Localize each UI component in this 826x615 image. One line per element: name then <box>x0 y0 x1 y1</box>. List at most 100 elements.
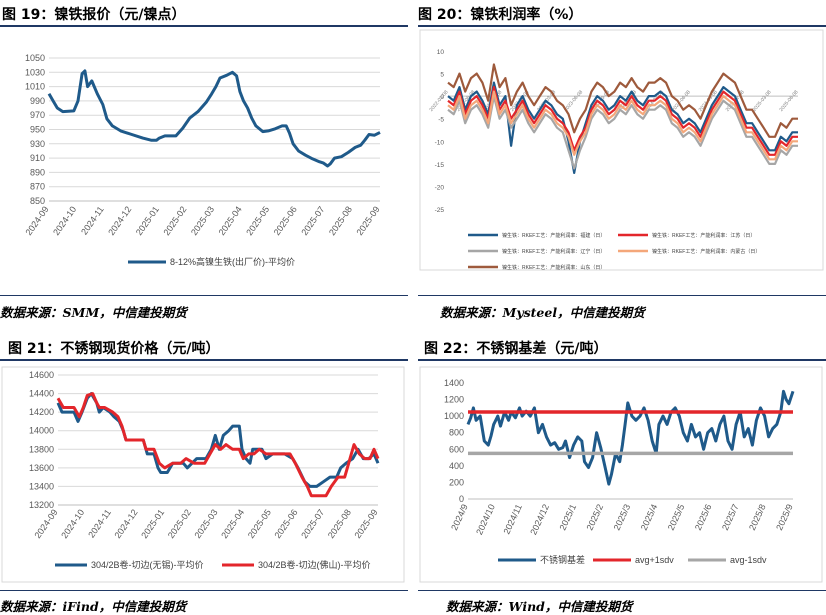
fig22-xtick-label: 2025/5 <box>666 503 687 532</box>
fig19-xtick-label: 2024-11 <box>79 204 106 236</box>
fig22-legend-label-1: avg+1sdv <box>635 555 674 565</box>
fig22-ytick-label: 400 <box>449 461 464 471</box>
fig21-xtick-label: 2024-12 <box>113 507 140 540</box>
fig20-source: 数据来源：Mysteel，中信建投期货 <box>440 305 645 320</box>
fig20-xtick-label: 2024-06-08 <box>671 89 692 113</box>
fig19-ytick-label: 970 <box>30 110 45 120</box>
fig20-ytick-label: -5 <box>438 117 444 124</box>
fig20-xtick-label: 2022-03-08 <box>428 89 449 113</box>
fig22-ytick-label: 200 <box>449 477 464 487</box>
fig21-ytick-label: 13400 <box>29 481 54 491</box>
fig20-ytick-label: 10 <box>437 49 445 56</box>
fig22-xtick-label: 2024/11 <box>501 503 524 536</box>
fig19-ytick-label: 950 <box>30 125 45 135</box>
fig22-bottom-rule <box>418 590 826 591</box>
fig22-series-line-0 <box>466 389 795 486</box>
fig20-ytick-label: -25 <box>435 207 445 214</box>
fig20-title: 图 20：镍铁利润率（%） <box>418 7 583 23</box>
fig21-xtick-label: 2025-05 <box>246 507 273 540</box>
fig22-legend-label-0: 不锈钢基差 <box>540 554 585 565</box>
fig19-chart: 850 870 890 910 930 950 970 990 1010 1030 1050 2024… <box>24 53 382 267</box>
fig20-rule <box>418 25 826 27</box>
fig21-chart: 13200 13400 13600 13800 14000 14200 14400 14600… <box>1 366 405 583</box>
fig21-xtick-label: 2024-09 <box>33 507 60 540</box>
fig19-ytick-label: 890 <box>30 167 45 177</box>
fig19-xtick-label: 2025-01 <box>134 204 161 237</box>
fig22-ytick-label: 1400 <box>444 378 464 388</box>
fig22-xtick-label: 2025/6 <box>693 503 714 532</box>
fig19-rule <box>0 25 408 27</box>
fig20-ytick-label: 5 <box>440 72 444 79</box>
fig22-xtick-label: 2025/8 <box>747 503 768 532</box>
fig20-legend-label-1: 镍生铁：RKEF工艺：产能利润率：江苏（日） <box>652 232 755 239</box>
fig19-ytick-label: 1050 <box>25 53 45 63</box>
fig19-xtick-label: 2025-04 <box>217 204 244 237</box>
fig20-ytick-label: -20 <box>435 184 445 191</box>
fig22-xtick-label: 2025/1 <box>557 503 578 532</box>
fig21-xtick-label: 2025-03 <box>193 507 220 540</box>
fig19-xtick-label: 2024-09 <box>24 204 51 237</box>
fig21-xtick-label: 2025-06 <box>273 507 300 540</box>
fig22-legend-label-2: avg-1sdv <box>730 555 767 565</box>
fig19-xtick-label: 2025-08 <box>327 204 354 237</box>
fig22-source: 数据来源：Wind，中信建投期货 <box>446 599 633 614</box>
fig21-ytick-label: 13800 <box>29 444 54 454</box>
fig22-frame <box>419 366 823 583</box>
fig21-xtick-label: 2024-11 <box>86 507 113 539</box>
fig21-ytick-label: 13600 <box>29 463 54 473</box>
fig21-xtick-label: 2025-09 <box>353 507 380 540</box>
fig21-ytick-label: 14200 <box>29 407 54 417</box>
fig20-bottom-rule <box>418 295 826 296</box>
fig21-ytick-label: 14600 <box>29 370 54 380</box>
fig22-xtick-label: 2025/3 <box>612 503 633 532</box>
fig20-series-line-2 <box>447 95 798 170</box>
fig19-xtick-label: 2025-05 <box>244 204 271 237</box>
fig22-xtick-label: 2025/7 <box>720 503 741 532</box>
fig19-xtick-label: 2025-07 <box>299 204 326 237</box>
fig20-xtick-label: 2025-03-08 <box>752 89 773 113</box>
fig21-title: 图 21：不锈钢现货价格（元/吨） <box>8 341 220 357</box>
fig21-legend-label-0: 304/2B卷-切边(无锡)-平均价 <box>91 559 204 570</box>
fig20-series-line-4 <box>447 63 798 138</box>
fig20-ytick-label: -15 <box>435 162 445 169</box>
fig21-frame <box>1 366 405 583</box>
fig22-rule <box>418 359 826 361</box>
fig22-xtick-label: 2024/9 <box>449 503 470 532</box>
fig19-legend-label-0: 8-12%高镍生铁(出厂价)-平均价 <box>170 256 295 267</box>
fig22-ytick-label: 1000 <box>444 411 464 421</box>
fig20-ytick-label: 0 <box>440 94 444 101</box>
fig21-bottom-rule <box>0 590 408 591</box>
fig19-xtick-label: 2025-06 <box>272 204 299 237</box>
fig19-ytick-label: 990 <box>30 96 45 106</box>
fig19-ytick-label: 910 <box>30 153 45 163</box>
fig19-xtick-label: 2024-12 <box>106 204 133 237</box>
fig19-xtick-label: 2025-03 <box>189 204 216 237</box>
fig19-ytick-label: 930 <box>30 139 45 149</box>
fig21-rule <box>0 359 408 361</box>
fig20-legend-label-3: 镍生铁：RKEF工艺：产能利润率：内蒙古（日） <box>652 248 760 255</box>
fig22-ytick-label: 0 <box>459 494 464 504</box>
fig21-xtick-label: 2025-01 <box>139 507 166 540</box>
fig22-ytick-label: 1200 <box>444 395 464 405</box>
fig21-xtick-label: 2025-08 <box>326 507 353 540</box>
fig19-ytick-label: 1030 <box>25 67 45 77</box>
fig21-xtick-label: 2025-07 <box>299 507 326 540</box>
fig20-legend-label-2: 镍生铁：RKEF工艺：产能利润率：辽宁（日） <box>502 248 605 255</box>
fig22-xtick-label: 2024/12 <box>528 503 551 537</box>
fig21-series-line-1 <box>56 392 380 498</box>
fig22-ytick-label: 800 <box>449 428 464 438</box>
fig19-series-line-0 <box>47 69 381 168</box>
fig22-title: 图 22：不锈钢基差（元/吨） <box>424 341 608 357</box>
fig19-ytick-label: 850 <box>30 196 45 206</box>
fig20-frame <box>419 29 824 271</box>
fig21-ytick-label: 14000 <box>29 426 54 436</box>
fig22-xtick-label: 2025/4 <box>639 503 660 532</box>
fig19-source: 数据来源：SMM，中信建投期货 <box>0 305 187 320</box>
fig20-xtick-label: 2025-06-08 <box>778 89 799 113</box>
fig19-xtick-label: 2025-02 <box>161 204 188 237</box>
fig19-ytick-label: 1010 <box>25 82 45 92</box>
fig20-legend-label-0: 镍生铁：RKEF工艺：产能利润率：福建（日） <box>502 232 605 239</box>
fig19-title: 图 19：镍铁报价（元/镍点） <box>2 7 186 23</box>
